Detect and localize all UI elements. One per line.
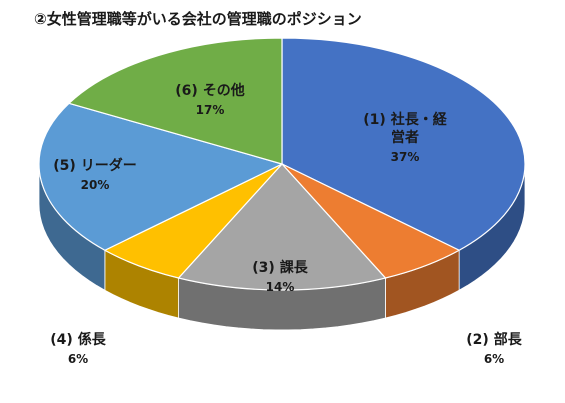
- slice-name-5-line-1: (5) リーダー: [53, 157, 136, 174]
- pie-slice-5: [38, 102, 284, 251]
- chart-title: ②女性管理職等がいる会社の管理職のポジション: [34, 10, 362, 28]
- slice-name-1-line-1: (1) 社長・経: [363, 111, 447, 128]
- pie-slice-3: [177, 163, 387, 291]
- slice-label-3: (3) 課長 14%: [252, 259, 308, 294]
- slice-label-6: (6) その他 17%: [175, 82, 244, 117]
- slice-name-2-line-1: (2) 部長: [466, 331, 522, 348]
- slice-value-1: 37%: [391, 150, 420, 164]
- slice-label-1: (1) 社長・経営者 37%: [363, 111, 447, 164]
- slice-value-5: 20%: [81, 178, 110, 192]
- pie-slice-1: [281, 37, 526, 251]
- pie-sides: [38, 163, 526, 331]
- slice-name-1-line-2: 営者: [391, 129, 419, 146]
- slice-label-5: (5) リーダー 20%: [53, 157, 136, 192]
- slice-label-2: (2) 部長 6%: [466, 331, 522, 366]
- pie-labels: (1) 社長・経営者 37% (2) 部長 6% (3) 課長 14% (4) 係長 6% (5…: [50, 82, 522, 366]
- pie-tops: [38, 37, 526, 291]
- slice-label-4: (4) 係長 6%: [50, 331, 106, 366]
- slice-value-2: 6%: [484, 352, 504, 366]
- pie-slice-6: [67, 37, 283, 165]
- slice-value-3: 14%: [266, 280, 295, 294]
- slice-name-3-line-1: (3) 課長: [252, 259, 308, 276]
- slice-value-6: 17%: [196, 103, 225, 117]
- slice-name-4-line-1: (4) 係長: [50, 331, 106, 348]
- slice-value-4: 6%: [68, 352, 88, 366]
- slice-name-6-line-1: (6) その他: [175, 82, 244, 99]
